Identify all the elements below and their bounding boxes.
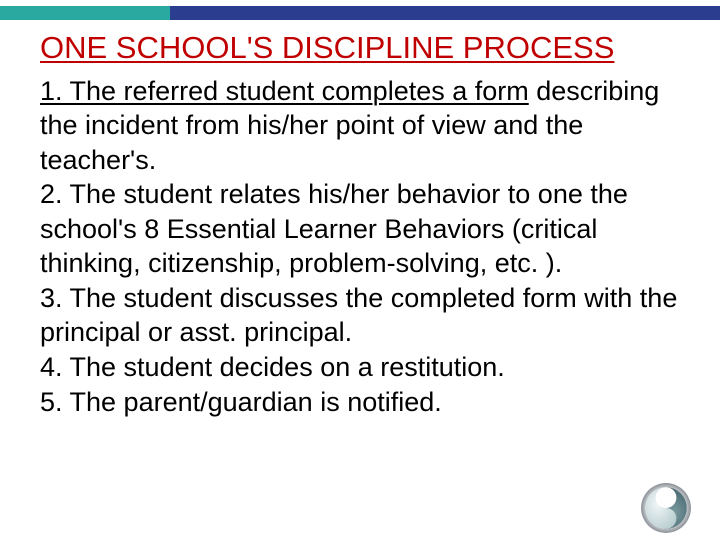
slide-title: ONE SCHOOL'S DISCIPLINE PROCESS [40,30,680,66]
top-bar-right-segment [170,6,720,20]
yin-yang-logo-icon [640,482,692,534]
top-bar-left-segment [0,6,170,20]
slide-title-text: ONE SCHOOL'S DISCIPLINE PROCESS [40,30,614,65]
slide-content: ONE SCHOOL'S DISCIPLINE PROCESS 1. The r… [40,30,680,419]
body-first-line: 1. The referred student completes a form [40,76,529,106]
slide-body: 1. The referred student completes a form… [40,74,680,419]
top-accent-bar [0,6,720,20]
